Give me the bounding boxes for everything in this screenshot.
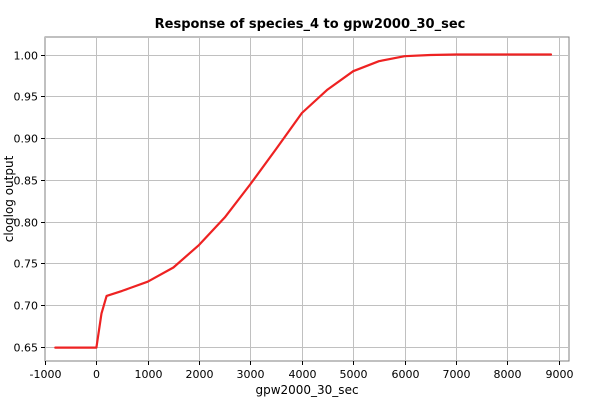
y-tick-label: 0.70 xyxy=(14,300,39,313)
x-tick-label: 2000 xyxy=(186,368,214,381)
x-tick-label: 1000 xyxy=(135,368,163,381)
x-tick-label: 0 xyxy=(93,368,100,381)
x-tick-label: 4000 xyxy=(289,368,317,381)
y-axis-label: cloglog output xyxy=(2,155,16,242)
x-tick-label: 5000 xyxy=(340,368,368,381)
x-tick-label: -1000 xyxy=(30,368,62,381)
y-tick-label: 0.65 xyxy=(14,342,39,355)
y-tick-label: 0.75 xyxy=(14,258,39,271)
response-curve xyxy=(54,53,553,349)
x-tick-label: 3000 xyxy=(237,368,265,381)
series-layer xyxy=(54,53,553,349)
y-tick-label: 0.80 xyxy=(14,217,39,230)
axis-ticks: -1000 0 1000 2000 3000 4000 5000 6000 7000 8000 90… xyxy=(14,50,574,382)
x-tick-label: 8000 xyxy=(494,368,522,381)
gridlines xyxy=(45,37,569,361)
x-axis-label: gpw2000_30_sec xyxy=(255,383,358,397)
x-tick-label: 6000 xyxy=(392,368,420,381)
chart-title: Response of species_4 to gpw2000_30_sec xyxy=(155,17,466,32)
y-tick-label: 0.85 xyxy=(14,175,39,188)
x-tick-label: 9000 xyxy=(546,368,574,381)
y-tick-label: 1.00 xyxy=(14,50,39,63)
y-tick-label: 0.95 xyxy=(14,91,39,104)
x-tick-label: 7000 xyxy=(443,368,471,381)
y-tick-label: 0.90 xyxy=(14,133,39,146)
plot-area xyxy=(44,36,570,362)
